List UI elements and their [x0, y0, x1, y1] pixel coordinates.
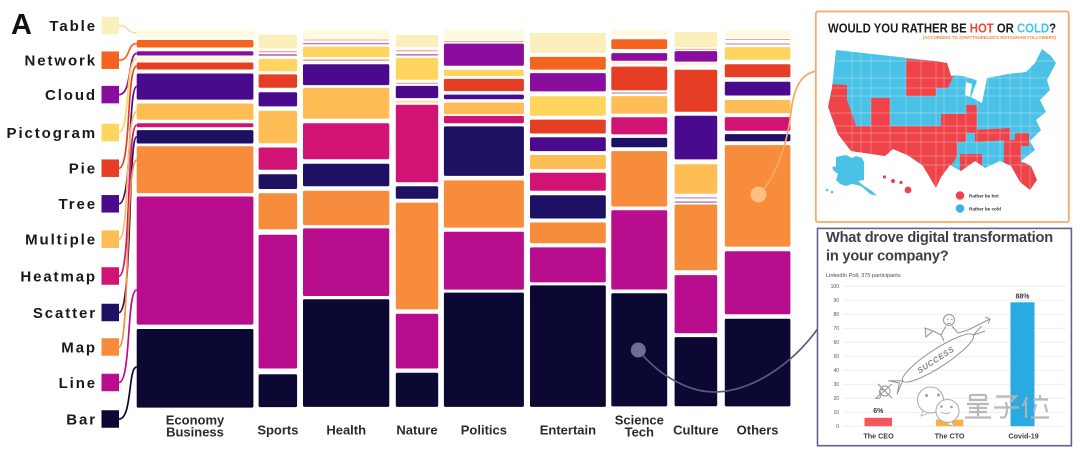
svg-text:20: 20 — [833, 396, 839, 402]
svg-text:80: 80 — [833, 312, 839, 318]
svg-text:Tree: Tree — [59, 196, 97, 213]
svg-text:The CEO: The CEO — [863, 432, 894, 441]
svg-text:0: 0 — [836, 424, 839, 430]
svg-text:LinkedIn Poll, 375 participant: LinkedIn Poll, 375 participants — [826, 273, 901, 279]
svg-text:Business: Business — [166, 425, 224, 440]
svg-text:WOULD YOU RATHER BE HOT OR COL: WOULD YOU RATHER BE HOT OR COLD? — [828, 22, 1056, 36]
svg-text:40: 40 — [833, 368, 839, 374]
svg-text:(ACCORDING TO @MATTSURELEE'S I: (ACCORDING TO @MATTSURELEE'S INSTAGRAM F… — [923, 35, 1057, 40]
svg-text:100: 100 — [831, 284, 840, 290]
svg-text:90: 90 — [833, 298, 839, 304]
svg-text:Others: Others — [737, 423, 779, 438]
svg-text:Multiple: Multiple — [25, 232, 97, 249]
svg-text:Map: Map — [61, 339, 97, 356]
svg-text:Cloud: Cloud — [45, 87, 97, 104]
svg-text:60: 60 — [833, 340, 839, 346]
svg-text:Pie: Pie — [69, 161, 97, 178]
svg-text:30: 30 — [833, 382, 839, 388]
svg-text:Health: Health — [326, 423, 366, 438]
svg-text:Covid-19: Covid-19 — [1008, 432, 1038, 441]
svg-text:Network: Network — [25, 53, 97, 70]
svg-text:Pictogram: Pictogram — [7, 125, 97, 142]
svg-text:50: 50 — [833, 354, 839, 360]
svg-text:Economy: Economy — [166, 413, 225, 428]
svg-text:88%: 88% — [1015, 294, 1030, 301]
svg-text:Science: Science — [615, 413, 664, 428]
svg-text:Politics: Politics — [461, 423, 507, 438]
svg-text:What drove digital transformat: What drove digital transformation — [826, 230, 1053, 246]
svg-text:Scatter: Scatter — [33, 305, 97, 322]
svg-text:The CTO: The CTO — [935, 432, 965, 441]
svg-text:70: 70 — [833, 326, 839, 332]
svg-text:10: 10 — [833, 410, 839, 416]
svg-text:Sports: Sports — [257, 423, 298, 438]
svg-text:6%: 6% — [873, 408, 884, 415]
svg-text:A: A — [11, 9, 32, 41]
svg-text:in your company?: in your company? — [826, 249, 949, 265]
svg-text:Tech: Tech — [625, 425, 654, 440]
svg-text:Rather be hot: Rather be hot — [969, 194, 999, 199]
svg-text:Bar: Bar — [66, 411, 97, 428]
svg-text:Line: Line — [59, 375, 97, 392]
svg-text:Table: Table — [49, 18, 97, 35]
svg-text:Rather be cold: Rather be cold — [969, 207, 1001, 212]
svg-text:Heatmap: Heatmap — [20, 268, 97, 285]
svg-text:Entertain: Entertain — [540, 423, 596, 438]
svg-text:Nature: Nature — [396, 423, 437, 438]
svg-text:Culture: Culture — [673, 423, 719, 438]
